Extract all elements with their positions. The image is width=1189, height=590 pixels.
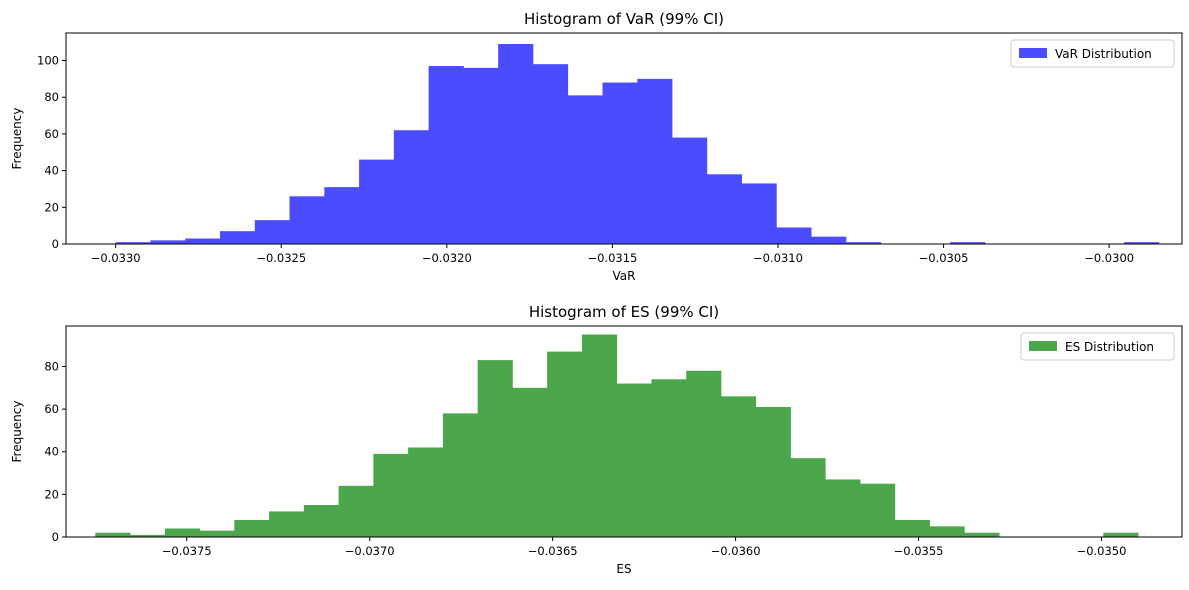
var-bar — [741, 183, 777, 244]
var-bar — [811, 236, 847, 244]
es-bar — [164, 528, 200, 537]
es-bar — [894, 519, 930, 537]
es-bar — [512, 387, 548, 537]
es-bar — [303, 505, 339, 537]
var-x-tick-label: −0.0310 — [753, 251, 803, 265]
var-legend: VaR Distribution — [1010, 39, 1175, 68]
es-x-tick-label: −0.0360 — [711, 544, 761, 558]
var-bar — [567, 95, 603, 244]
var-bar — [950, 242, 986, 244]
es-bar — [373, 453, 409, 537]
var-bar — [150, 240, 186, 244]
var-bar — [602, 82, 638, 244]
es-bar — [130, 534, 166, 537]
es-x-tick-label: −0.0365 — [528, 544, 578, 558]
var-bar — [393, 130, 430, 244]
var-x-tick-label: −0.0320 — [422, 251, 472, 265]
es-bar — [686, 370, 722, 537]
var-histogram-chart: −0.0330 −0.0325 −0.0320 −0.0315 −0.0310 −0.03… — [10, 10, 1183, 283]
var-y-tick-label: 80 — [44, 90, 59, 104]
var-y-tick-label: 40 — [44, 164, 59, 178]
var-y-tick-label: 60 — [44, 127, 59, 141]
es-y-tick-label: 60 — [44, 402, 59, 416]
var-chart-title: Histogram of VaR (99% CI) — [524, 10, 724, 28]
es-bar — [964, 532, 1000, 537]
es-bar — [547, 351, 583, 537]
var-legend-label: VaR Distribution — [1055, 47, 1152, 61]
var-bar — [359, 159, 395, 244]
es-legend: ES Distribution — [1020, 332, 1175, 361]
es-bar — [338, 485, 374, 537]
var-bar — [324, 187, 360, 244]
es-histogram-chart: −0.0375 −0.0370 −0.0365 −0.0360 −0.0355 −0.03… — [10, 303, 1183, 576]
var-bar — [219, 231, 256, 244]
es-bar — [581, 334, 618, 537]
var-y-tick-label: 0 — [52, 237, 59, 251]
es-bar — [477, 360, 513, 537]
es-bar — [234, 519, 270, 537]
var-legend-swatch — [1019, 48, 1047, 58]
es-x-tick-label: −0.0355 — [894, 544, 944, 558]
es-x-tick-label: −0.0375 — [162, 544, 212, 558]
es-bar — [720, 396, 757, 537]
var-bar — [532, 64, 569, 244]
var-x-tick-label: −0.0300 — [1084, 251, 1134, 265]
var-bar — [672, 137, 708, 244]
es-bar — [269, 511, 305, 537]
var-bar — [845, 242, 882, 244]
es-y-axis-label: Frequency — [10, 401, 24, 463]
es-y-tick-label: 40 — [44, 445, 59, 459]
var-x-tick-label: −0.0315 — [587, 251, 637, 265]
es-bar — [442, 413, 479, 537]
var-x-tick-label: −0.0305 — [919, 251, 969, 265]
es-bar — [825, 479, 861, 537]
var-x-axis-label: VaR — [613, 269, 636, 283]
var-y-axis-label: Frequency — [10, 108, 24, 170]
es-bar — [95, 532, 131, 537]
es-axes-frame — [65, 325, 1183, 538]
es-bar — [651, 379, 687, 537]
es-x-tick-label: −0.0370 — [345, 544, 395, 558]
es-y-tick-label: 80 — [44, 359, 59, 373]
var-legend-box — [1010, 39, 1175, 68]
var-bar — [463, 67, 499, 244]
es-bar — [929, 526, 965, 537]
var-y-tick-label: 100 — [37, 54, 59, 68]
var-bar — [185, 238, 221, 244]
es-legend-box — [1020, 332, 1175, 361]
var-x-tick-label: −0.0325 — [256, 251, 306, 265]
es-bar — [860, 483, 896, 537]
var-bar — [289, 196, 325, 244]
var-bar — [115, 242, 151, 244]
var-bar — [706, 174, 742, 244]
es-legend-label: ES Distribution — [1065, 340, 1154, 354]
var-x-tick-label: −0.0330 — [91, 251, 141, 265]
es-y-tick-label: 20 — [44, 487, 59, 501]
es-bar — [790, 458, 826, 537]
var-bar — [1124, 242, 1160, 244]
es-chart-title: Histogram of ES (99% CI) — [529, 303, 719, 321]
es-bar — [408, 447, 444, 537]
es-bar — [199, 530, 235, 537]
var-bar — [254, 220, 290, 244]
es-x-tick-label: −0.0350 — [1077, 544, 1127, 558]
var-bar — [637, 78, 673, 245]
var-bar — [776, 227, 812, 244]
es-bar — [616, 383, 652, 537]
var-bar — [428, 66, 464, 244]
es-bar — [755, 406, 791, 537]
var-axes-frame — [65, 32, 1183, 245]
var-bar — [498, 44, 534, 245]
es-y-tick-label: 0 — [52, 530, 59, 544]
es-x-axis-label: ES — [616, 562, 631, 576]
var-y-tick-label: 20 — [44, 200, 59, 214]
es-legend-swatch — [1029, 341, 1057, 351]
es-bar — [1103, 532, 1139, 537]
